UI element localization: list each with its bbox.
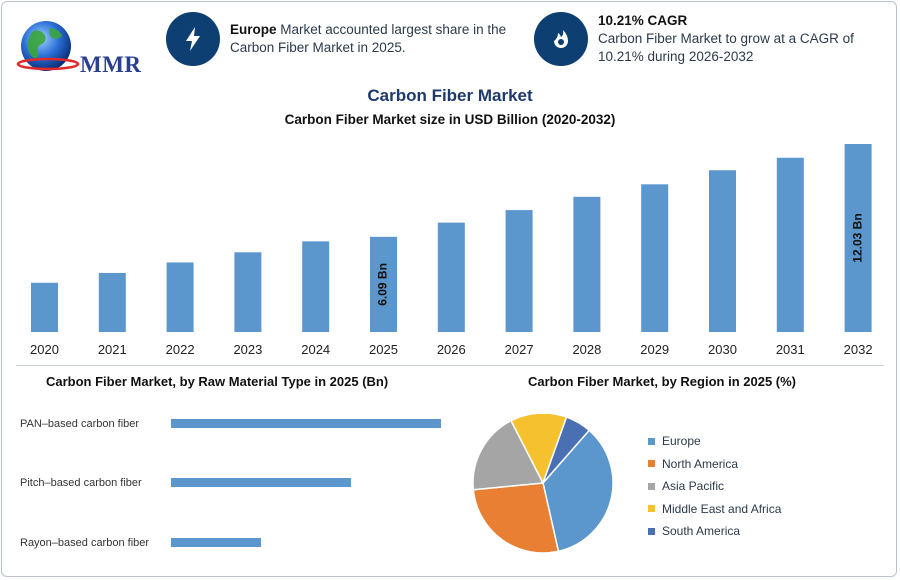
legend-swatch [648,437,655,445]
data-label: 6.09 Bn [376,263,390,306]
region-highlight-text: Europe Market accounted largest share in… [230,21,526,57]
x-tick-label: 2027 [505,342,534,357]
hbar [171,419,441,428]
bar-2028 [573,196,601,332]
bar-2024 [302,241,330,332]
cagr-highlight-bold: 10.21% CAGR [598,13,688,28]
legend-label: Middle East and Africa [662,501,782,516]
region-pie-chart [472,414,614,554]
pie-slice [472,419,545,491]
pie-slice [542,429,614,553]
x-tick-label: 2024 [301,342,330,357]
growth-icon [534,12,588,66]
legend-item: North America [648,453,781,476]
bar-2027 [505,210,533,332]
category-label: Pitch–based carbon fiber [20,477,142,489]
raw-material-bar-chart: PAN–based carbon fiber Pitch–based carbon… [20,418,441,549]
bar-2023 [234,252,262,332]
bar-2032 [844,144,872,332]
x-tick-label: 2032 [844,342,873,357]
legend-swatch [648,460,655,468]
x-tick-label: 2028 [572,342,601,357]
x-tick-label: 2022 [166,342,195,357]
legend-label: North America [662,456,739,471]
logo-text: MMR [80,52,142,77]
x-tick-label: 2031 [776,342,805,357]
hbar [171,478,351,487]
category-label: Rayon–based carbon fiber [20,537,149,549]
legend-swatch [648,505,655,513]
page-title: Carbon Fiber Market [367,86,533,105]
category-label: PAN–based carbon fiber [20,418,139,430]
bar-2026 [437,222,465,332]
legend-label: South America [662,524,741,539]
legend-item: Middle East and Africa [648,498,781,521]
region-legend: Europe North America Asia Pacific Middle Ea… [648,430,781,543]
bar-2020 [31,282,58,332]
pie-slice [542,416,591,484]
cagr-highlight: 10.21% CAGR Carbon Fiber Market to grow … [534,12,894,66]
cagr-highlight-body: Carbon Fiber Market to grow at a CAGR of… [598,31,854,64]
pie-slice [472,482,560,554]
x-tick-label: 2021 [98,342,127,357]
legend-swatch [648,482,655,490]
region-highlight: Europe Market accounted largest share in… [166,12,526,66]
bar-2030 [709,170,736,332]
x-tick-label: 2029 [640,342,669,357]
x-tick-label: 2026 [437,342,466,357]
region-highlight-body: Market accounted largest share in the Ca… [230,22,507,55]
market-size-bar-chart: 2020 2021 2022 2023 2024 2025 2026 2027 2028 2029… [30,144,873,357]
globe-icon [16,21,80,71]
bar-2029 [641,184,669,332]
bar-2031 [776,157,804,332]
pie-slice [510,414,568,485]
bar-2025 [370,236,397,332]
raw-material-chart-title: Carbon Fiber Market, by Raw Material Typ… [46,374,389,389]
main-chart-title: Carbon Fiber Market size in USD Billion … [284,112,616,127]
legend-label: Europe [662,434,701,449]
x-tick-label: 2023 [233,342,262,357]
cagr-highlight-text: 10.21% CAGR Carbon Fiber Market to grow … [598,12,894,66]
legend-item: South America [648,520,781,543]
hbar [171,538,261,547]
legend-item: Asia Pacific [648,475,781,498]
data-label: 12.03 Bn [850,213,864,262]
bar-2022 [166,262,194,332]
lightning-icon [166,12,220,66]
legend-label: Asia Pacific [662,479,725,494]
x-tick-label: 2030 [708,342,737,357]
x-tick-label: 2020 [30,342,59,357]
mmr-logo: MMR [14,16,144,77]
region-highlight-bold: Europe [230,22,277,37]
section-divider [16,365,884,366]
x-tick-label: 2025 [369,342,398,357]
legend-item: Europe [648,430,781,453]
legend-swatch [648,527,655,535]
region-chart-title: Carbon Fiber Market, by Region in 2025 (… [528,374,796,389]
bar-2021 [98,272,126,332]
